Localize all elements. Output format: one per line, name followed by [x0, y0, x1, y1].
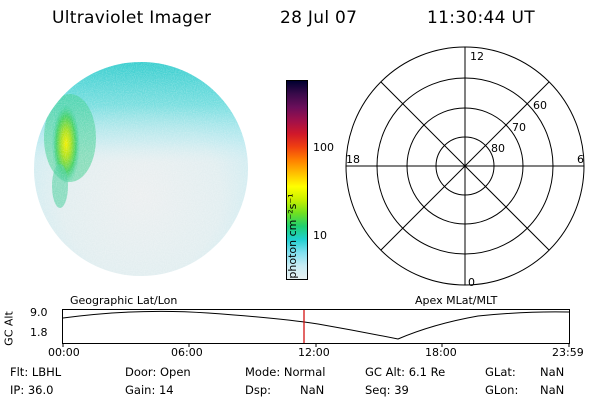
polar-grid: 12 0 18 6 60 70 80	[345, 46, 585, 289]
x-tick-0600: 06:00	[171, 346, 203, 359]
colorbar-tick-10: 10	[313, 229, 327, 242]
glon-value: NaN	[540, 383, 565, 397]
geographic-label: Geographic Lat/Lon	[70, 294, 178, 307]
colorbar-unit-label: photon cm⁻²s⁻¹	[286, 193, 299, 279]
filter-status: Flt: LBHL	[10, 365, 62, 379]
lat-label-70: 70	[512, 121, 526, 134]
polar-label-18: 18	[346, 153, 360, 166]
observation-date: 28 Jul 07	[280, 8, 358, 28]
sequence-status: Seq: 39	[365, 383, 409, 397]
lat-label-60: 60	[533, 99, 547, 112]
colorbar	[286, 80, 308, 280]
mode-status: Mode: Normal	[245, 365, 326, 379]
gain-status: Gain: 14	[125, 383, 174, 397]
glon-label: GLon:	[485, 383, 519, 397]
colorbar-tick-100: 100	[313, 141, 334, 154]
uv-image-disk	[34, 62, 248, 276]
polar-label-6: 6	[577, 153, 584, 166]
colorbar-gradient	[287, 81, 307, 279]
app-title: Ultraviolet Imager	[52, 8, 212, 28]
door-status: Door: Open	[125, 365, 191, 379]
glat-label: GLat:	[485, 365, 516, 379]
polar-label-0: 0	[468, 276, 475, 289]
altitude-timeline	[62, 309, 570, 347]
lat-label-80: 80	[491, 142, 505, 155]
x-tick-1200: 12:00	[298, 346, 330, 359]
y-tick-9: 9.0	[30, 306, 48, 319]
y-tick-1-8: 1.8	[30, 326, 48, 339]
polar-label-12: 12	[470, 50, 484, 63]
observation-time: 11:30:44 UT	[427, 8, 535, 28]
glat-value: NaN	[540, 365, 565, 379]
dsp-value: NaN	[300, 383, 325, 397]
gc-alt-axis-label: GC Alt	[2, 311, 16, 346]
gc-alt-status: GC Alt: 6.1 Re	[365, 365, 446, 379]
x-tick-1800: 18:00	[425, 346, 457, 359]
ip-status: IP: 36.0	[10, 383, 54, 397]
dsp-label: Dsp:	[245, 383, 272, 397]
x-tick-0000: 00:00	[48, 346, 80, 359]
apex-label: Apex MLat/MLT	[415, 294, 498, 307]
x-tick-2359: 23:59	[552, 346, 584, 359]
